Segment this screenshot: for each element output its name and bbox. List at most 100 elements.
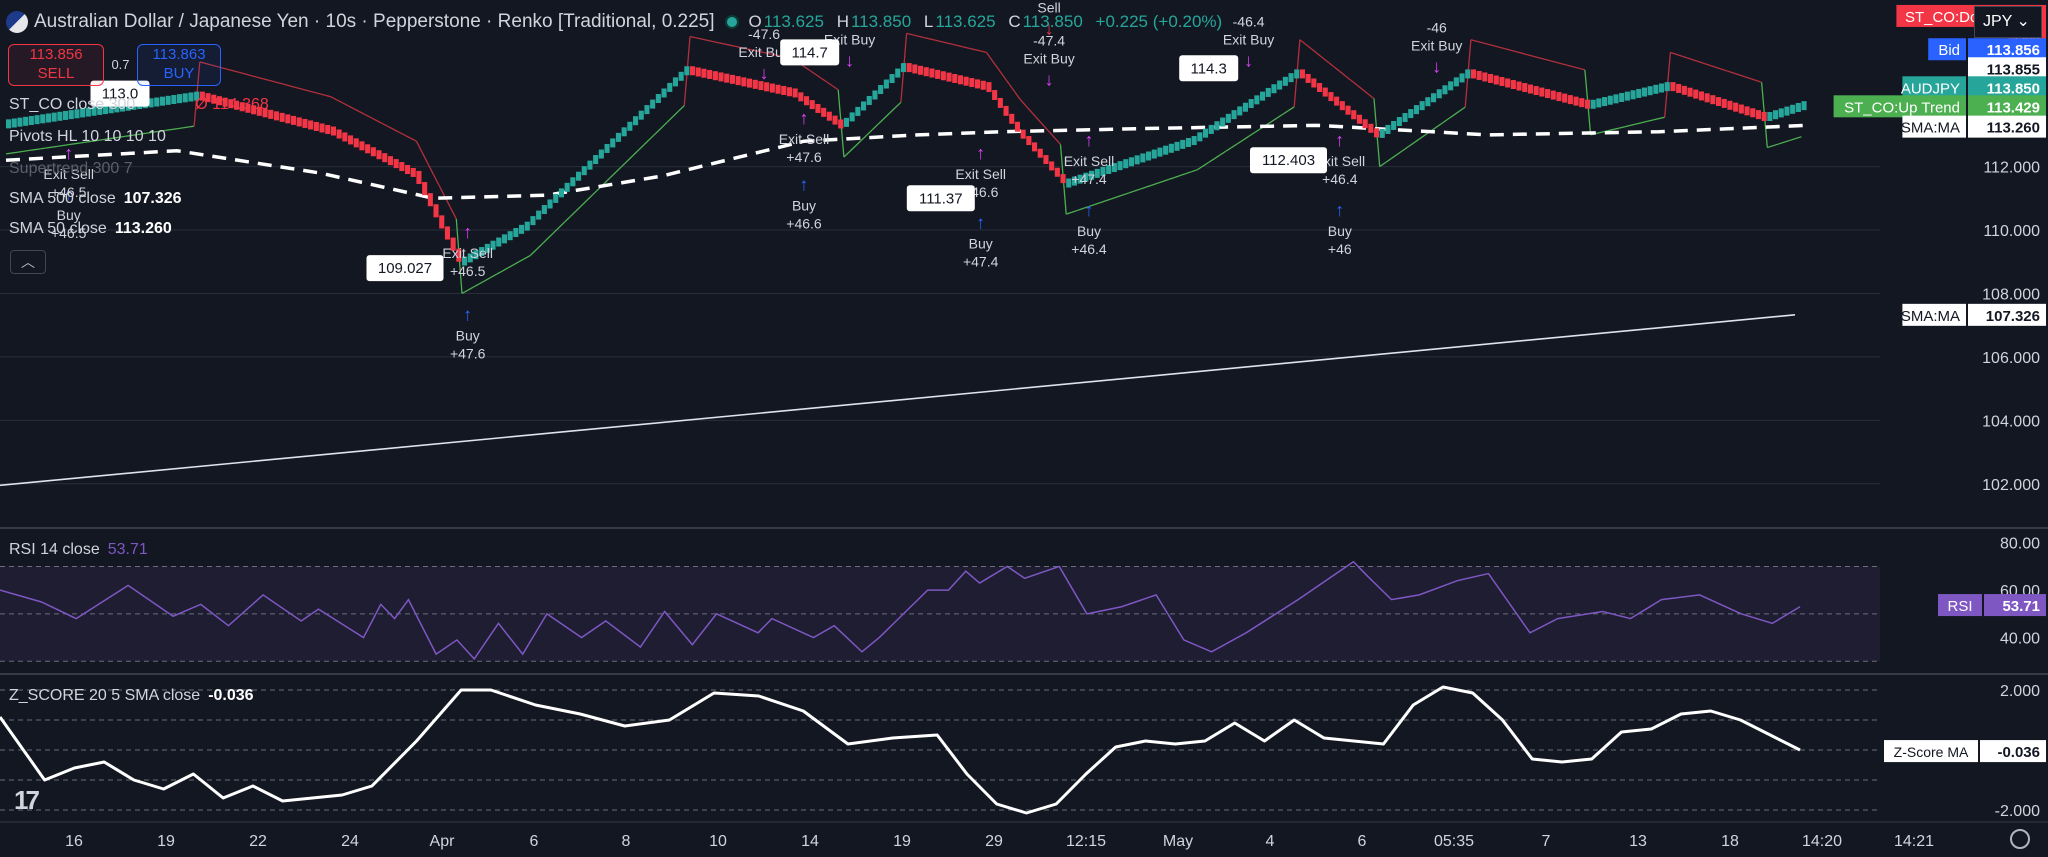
renko-brick-up: [1140, 153, 1146, 163]
pivot-labels: 109.027 114.7 111.37 114.3 112.403 113.0: [90, 39, 1327, 282]
renko-brick-down: [969, 78, 975, 88]
renko-brick-up: [1248, 99, 1254, 109]
supertrend-segment: [512, 261, 520, 266]
renko-brick-up: [655, 94, 661, 104]
currency-select[interactable]: JPY ⌄: [1974, 6, 2042, 38]
supertrend-segment: [529, 249, 537, 256]
supertrend-segment: [501, 267, 508, 272]
chart-header: Australian Dollar / Japanese Yen · 10s ·…: [0, 0, 1230, 44]
renko-brick-down: [1322, 87, 1328, 97]
renko-brick-down: [1579, 98, 1585, 108]
supertrend-segment: [228, 68, 235, 72]
legend-sma50[interactable]: SMA 50 close 113.260: [9, 220, 172, 237]
supertrend-segment: [319, 93, 326, 96]
trade-arrow: ↑: [463, 222, 472, 242]
renko-brick-up: [1208, 124, 1214, 134]
renko-brick-down: [1681, 85, 1687, 95]
renko-brick-up: [1191, 136, 1197, 146]
renko-brick-down: [433, 204, 439, 218]
supertrend-segment: [1276, 113, 1284, 119]
buy-button[interactable]: 113.863 BUY: [137, 44, 221, 86]
renko-brick-down: [729, 74, 735, 84]
supertrend-segment: [1282, 110, 1289, 115]
supertrend-segment: [826, 81, 833, 87]
renko-brick-up: [895, 68, 901, 78]
renko-brick-down: [741, 77, 747, 87]
ohlc-values: O 113.625 H 113.850 L 113.625 C 113.850 +0.2…: [748, 12, 1223, 31]
trade-label: Exit Sell: [779, 131, 830, 147]
renko-brick-up: [1607, 95, 1613, 105]
renko-brick-down: [992, 90, 998, 100]
supertrend-segment: [860, 134, 868, 142]
renko-brick-up: [684, 66, 690, 76]
legend-zscore[interactable]: Z_SCORE 20 5 SMA close -0.036: [9, 687, 254, 704]
renko-brick-down: [975, 79, 981, 89]
supertrend-segment: [1596, 131, 1603, 135]
supertrend-segment: [991, 59, 999, 69]
renko-brick-up: [855, 106, 861, 116]
renko-brick-up: [598, 149, 604, 159]
time-tick-label: 16: [65, 833, 83, 850]
renko-brick-down: [365, 144, 371, 154]
time-axis[interactable]: 16 19 22 24 Apr 6 8 10 14 19 29 12:15 May 4 6 05:35 7 13 1…: [65, 833, 1934, 850]
settings-gear-icon[interactable]: [2010, 829, 2030, 849]
renko-brick-up: [462, 256, 468, 266]
time-tick-label: May: [1163, 833, 1193, 850]
renko-brick-up: [1402, 113, 1408, 123]
trade-amount: +46: [1328, 241, 1352, 257]
axis-tag-value: 113.429: [1987, 99, 2040, 116]
renko-brick-down: [963, 76, 969, 86]
trade-amount: -46.4: [1233, 13, 1265, 29]
renko-brick-up: [484, 243, 490, 253]
renko-brick-up: [479, 247, 485, 257]
renko-brick-down: [935, 69, 941, 79]
supertrend-segment: [1037, 118, 1044, 126]
pivot-label-text: 114.3: [1190, 60, 1226, 77]
sell-button[interactable]: 113.856 SELL: [8, 44, 104, 86]
symbol-title[interactable]: Australian Dollar / Japanese Yen · 10s ·…: [34, 11, 715, 32]
renko-brick-up: [889, 74, 895, 84]
supertrend-segment: [114, 136, 121, 139]
renko-brick-down: [997, 97, 1003, 108]
supertrend-segment: [849, 145, 856, 153]
supertrend-segment: [404, 134, 411, 139]
renko-brick-up: [1790, 104, 1796, 114]
renko-brick-down: [940, 71, 946, 81]
trade-arrow: ↑: [1335, 130, 1344, 150]
supertrend-segment: [1316, 52, 1324, 59]
time-tick-label: 4: [1266, 833, 1275, 850]
renko-brick-up: [1265, 87, 1271, 97]
supertrend-segment: [866, 129, 873, 136]
renko-brick-up: [593, 155, 599, 165]
price-axis[interactable]: 102.000 104.000 106.000 108.000 110.000 112.0…: [1833, 4, 2046, 820]
renko-brick-up: [883, 79, 889, 89]
renko-brick-up: [1174, 141, 1180, 151]
legend-st-co[interactable]: ST_CO close 300 Ø 114.368: [9, 96, 269, 113]
renko-brick-up: [1413, 105, 1419, 115]
renko-brick-down: [1533, 86, 1539, 96]
supertrend-segment: [672, 110, 680, 118]
supertrend-segment: [399, 131, 406, 136]
renko-brick-down: [752, 79, 758, 89]
supertrend-segment: [1345, 75, 1352, 82]
supertrend-segment: [1698, 61, 1705, 65]
legend-pivots[interactable]: Pivots HL 10 10 10 10: [9, 128, 166, 145]
supertrend-segment: [1248, 132, 1255, 138]
renko-brick-down: [216, 96, 222, 106]
renko-brick-up: [1653, 84, 1659, 94]
trade-arrow: ↓: [1244, 50, 1253, 70]
symbol-flag-icon: [6, 11, 28, 33]
renko-brick-up: [1453, 77, 1459, 87]
legend-rsi[interactable]: RSI 14 close 53.71: [9, 541, 148, 558]
renko-brick-up: [1767, 112, 1773, 122]
rsi-tag-label: RSI: [1947, 598, 1972, 615]
renko-brick-up: [627, 121, 633, 131]
legend-sma500[interactable]: SMA 500 close 107.326: [9, 190, 182, 207]
legend-supertrend[interactable]: Supertrend 300 7: [9, 160, 133, 177]
sma50-path: [5, 123, 1808, 201]
renko-brick-down: [1539, 87, 1545, 97]
supertrend-segment: [262, 77, 269, 81]
renko-brick-down: [1733, 102, 1739, 112]
collapse-legend-button[interactable]: ︿: [10, 250, 46, 274]
